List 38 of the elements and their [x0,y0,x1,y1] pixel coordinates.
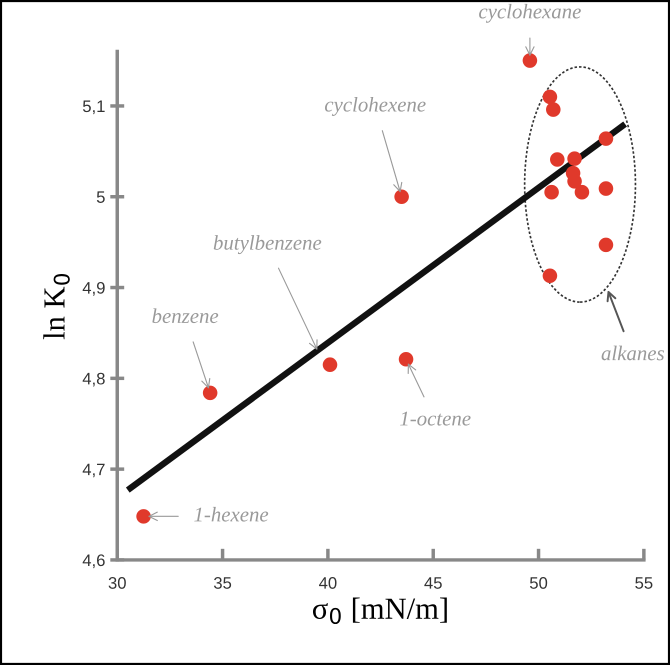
point [394,189,409,204]
x-tick-label: 40 [319,577,337,589]
annotation: cyclohexene [324,96,426,116]
point [136,509,151,524]
point [550,152,565,167]
point [542,90,558,104]
point [567,174,582,189]
y-tick-label: 4,6 [82,554,105,568]
y-tick-label: 5,1 [82,100,105,114]
annotation: cyclohexane [479,4,581,23]
point [398,352,414,367]
point [202,386,218,400]
x-tick-label: 55 [635,577,652,589]
y-tick-label: 4,7 [82,464,105,478]
annotation: benzene [152,308,218,324]
point [598,181,614,196]
point [542,268,558,284]
annotation: 1-octene [400,412,471,426]
y-tick-label: 4,9 [82,282,105,296]
y-tick-label: 5 [96,191,105,203]
annotation: alkanes [602,346,664,360]
x-tick-label: 30 [108,577,126,589]
point [546,102,561,117]
annotation: 1-hexene [194,506,268,522]
x-tick-label: 45 [424,577,442,589]
point [574,184,590,200]
x-tick-label: 50 [530,577,548,589]
point [567,151,582,166]
y-tick-label: 4,8 [82,372,105,387]
point [522,53,538,68]
point [598,238,614,252]
annotation: butylbenzene [214,235,322,254]
x-tick-label: 35 [214,577,232,589]
point [322,357,338,372]
y-axis-title: ln K$_{0}$ [43,274,70,340]
point [544,184,559,200]
x-axis-title: σ$_{0}$ [mN/m] [312,598,447,624]
point [598,131,614,146]
